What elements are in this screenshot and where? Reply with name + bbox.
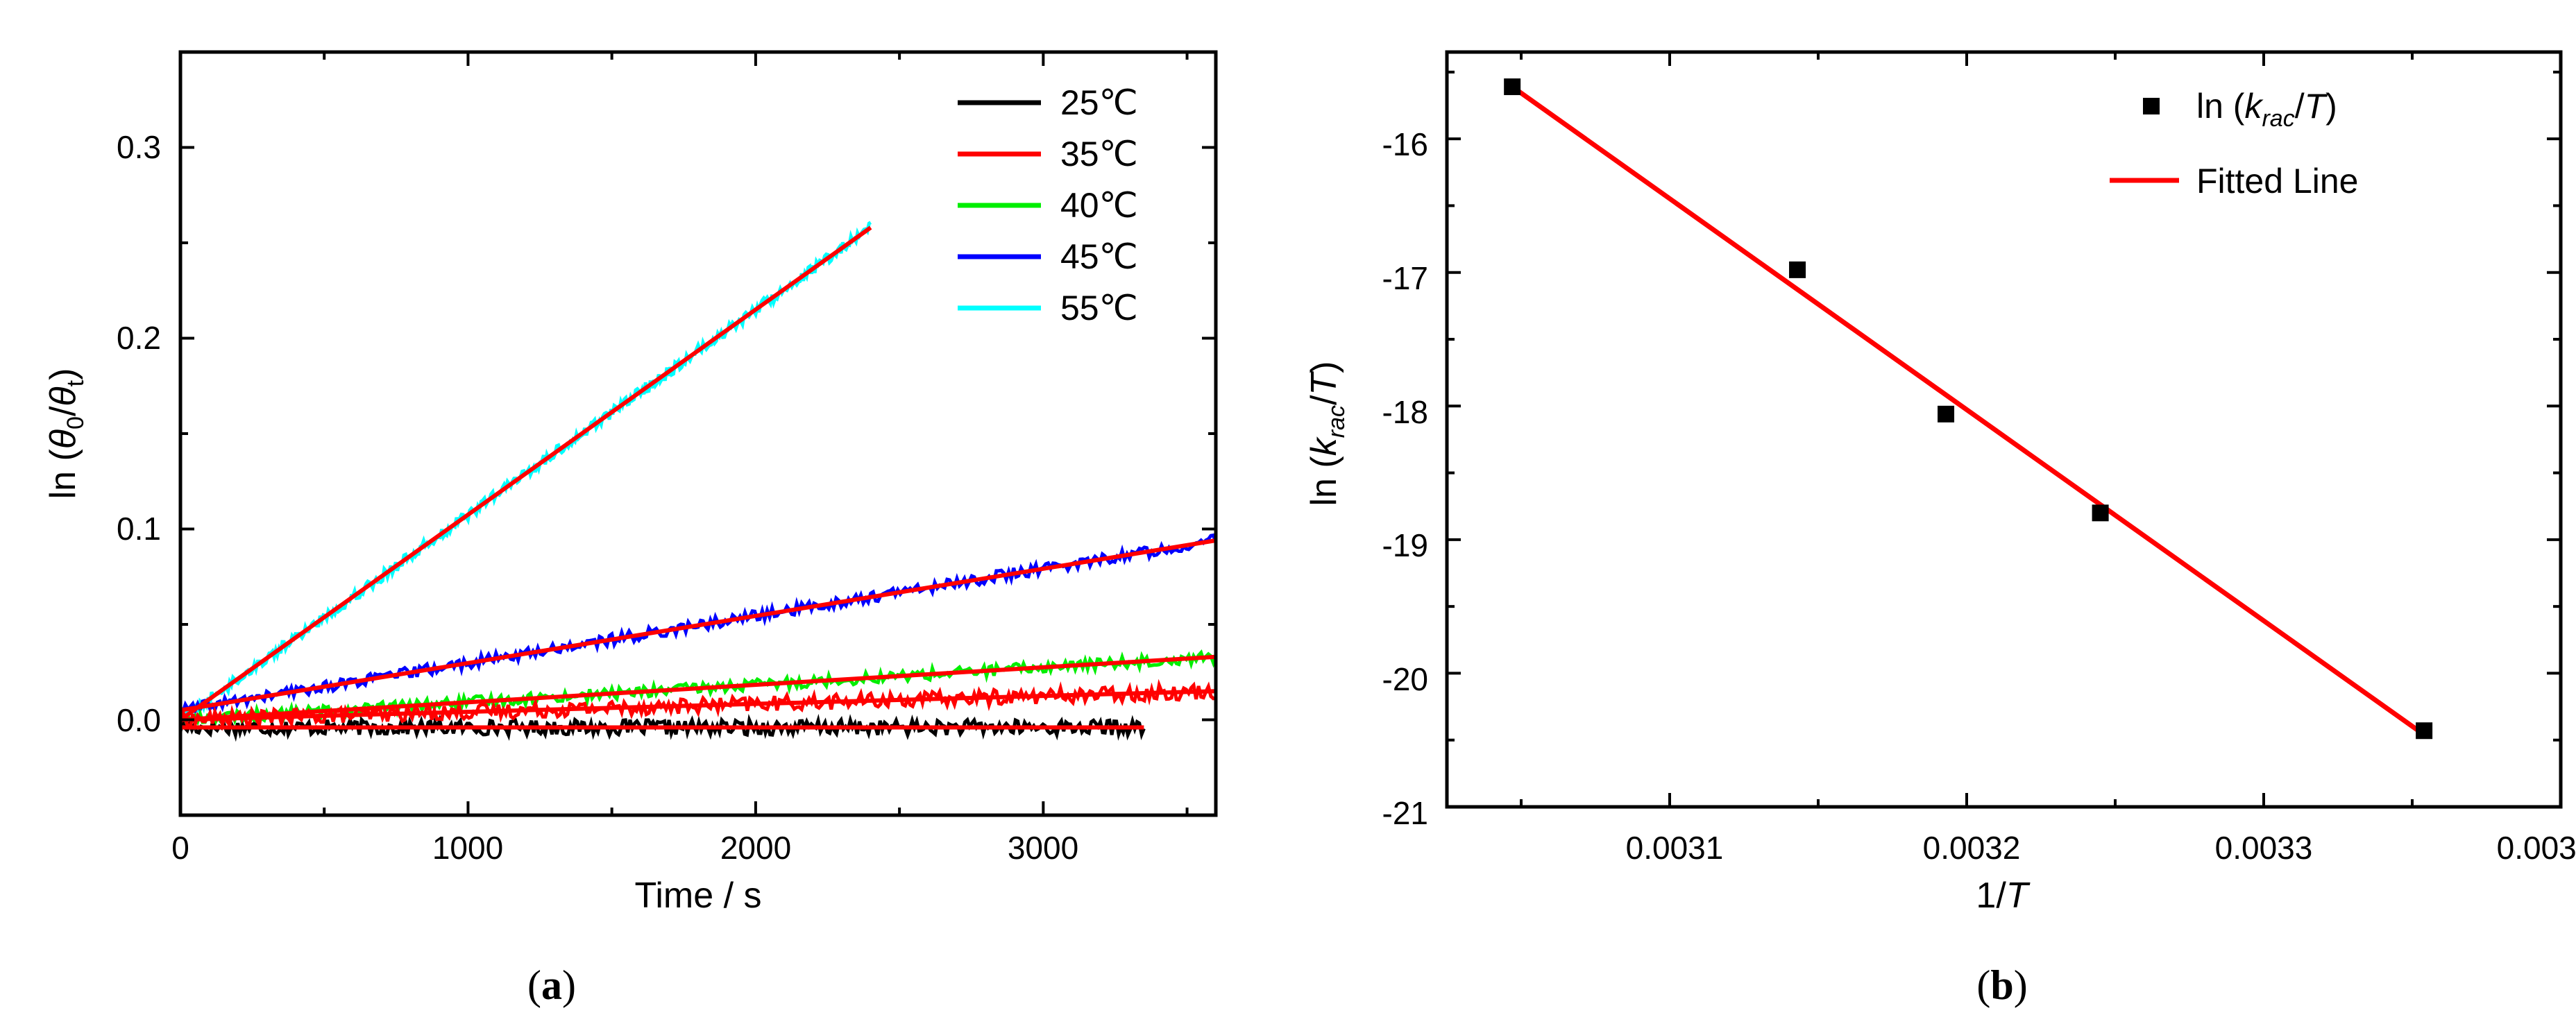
panel-a-xtick-2000: 2000 <box>720 830 791 866</box>
panel-b-ytick--20: -20 <box>1382 661 1428 697</box>
panel-b: 0.0031 0.0032 0.0033 0.0034 -16 -17 -18 … <box>1304 50 2576 1008</box>
panel-b-ytick--17: -17 <box>1382 260 1428 296</box>
legend-swatch-points <box>2143 98 2160 114</box>
panel-b-ytick--16: -16 <box>1382 126 1428 162</box>
fit-line-40c <box>180 654 1217 722</box>
legend-label-35c: 35℃ <box>1060 135 1138 173</box>
fit-line-55c <box>179 225 872 722</box>
panel-b-xlabel: 1/T <box>1976 876 2030 916</box>
panel-b-ytick--21: -21 <box>1382 795 1428 831</box>
panel-a-ytick-0.1: 0.1 <box>117 511 161 547</box>
data-point <box>1789 261 1806 278</box>
legend-label-55c: 55℃ <box>1060 289 1138 327</box>
legend-label-40c: 40℃ <box>1060 186 1138 225</box>
panel-b-xtick-0.0032: 0.0032 <box>1923 830 2021 866</box>
data-point <box>2416 722 2433 740</box>
panel-b-ytick--18: -18 <box>1382 394 1428 430</box>
fitted-line <box>1511 85 2426 737</box>
legend-label-25c: 25℃ <box>1060 83 1138 122</box>
panel-b-xtick-0.0033: 0.0033 <box>2215 830 2313 866</box>
panel-a-xlabel: Time / s <box>635 876 762 916</box>
panel-a-xtick-0: 0 <box>171 830 189 866</box>
panel-a: 0 1000 2000 3000 0.0 0.1 0.2 0.3 Time / … <box>43 50 1218 1008</box>
panel-b-fit-line <box>1511 85 2426 737</box>
panel-a-legend: 25℃ 35℃ 40℃ 45℃ 55℃ <box>958 83 1138 327</box>
data-point <box>2092 504 2109 522</box>
panel-a-xtick-3000: 3000 <box>1008 830 1078 866</box>
panel-b-ylabel: ln (krac/T) <box>1304 361 1350 506</box>
panel-a-ylabel: ln (θ0/θt) <box>43 368 89 500</box>
panel-b-points <box>1504 78 2433 740</box>
panel-b-ticks <box>1447 52 2561 808</box>
panel-a-ytick-0.2: 0.2 <box>117 320 161 356</box>
data-point <box>1938 405 1955 423</box>
panel-a-ytick-0.0: 0.0 <box>117 702 161 738</box>
legend-label-45c: 45℃ <box>1060 237 1138 276</box>
panel-b-caption: (b) <box>1976 962 2027 1008</box>
series-25c-line <box>178 713 1146 742</box>
fit-line-35c <box>180 689 1217 722</box>
panel-a-xtick-1000: 1000 <box>432 830 503 866</box>
legend-label-points: ln (krac/T) <box>2196 87 2337 132</box>
panel-a-ticks <box>179 51 1216 817</box>
panel-b-xtick-0.0031: 0.0031 <box>1626 830 1724 866</box>
data-point <box>1504 78 1521 96</box>
panel-b-ytick--19: -19 <box>1382 527 1428 563</box>
panel-b-legend: ln (krac/T) Fitted Line <box>2110 87 2358 200</box>
legend-label-fitted-line: Fitted Line <box>2196 162 2358 200</box>
panel-b-xtick-0.0034: 0.0034 <box>2497 830 2576 866</box>
panel-b-frame <box>1445 50 2563 809</box>
panel-a-fit-lines <box>179 225 1217 730</box>
panel-a-caption: (a) <box>527 962 576 1008</box>
panel-a-ytick-0.3: 0.3 <box>117 129 161 165</box>
fit-line-45c <box>180 538 1217 712</box>
